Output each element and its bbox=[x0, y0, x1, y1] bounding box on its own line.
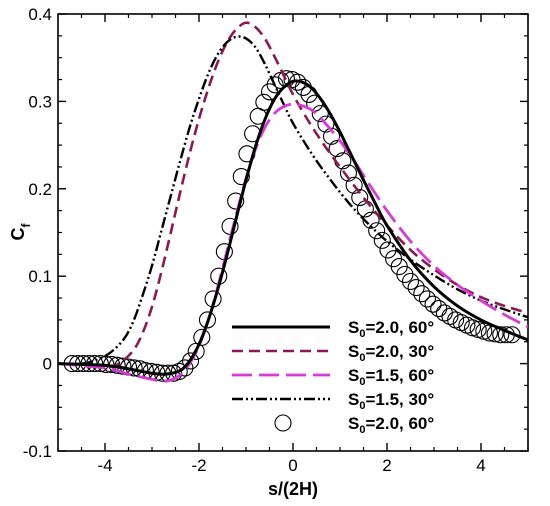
x-tick-label: 4 bbox=[476, 456, 485, 475]
legend-item: S0=1.5, 30° bbox=[232, 390, 434, 412]
data-point bbox=[266, 76, 284, 94]
x-tick-label: -2 bbox=[191, 456, 206, 475]
y-tick-label: 0.2 bbox=[28, 180, 52, 199]
series-line-solid bbox=[58, 79, 528, 376]
data-point bbox=[475, 322, 493, 340]
data-point bbox=[373, 231, 391, 249]
data-point bbox=[311, 105, 329, 123]
y-tick-label: 0.1 bbox=[28, 267, 52, 286]
data-point bbox=[198, 311, 217, 329]
legend-label: S0=2.0, 30° bbox=[348, 342, 434, 364]
y-axis-title: Cf bbox=[8, 223, 33, 241]
x-tick-label: 0 bbox=[288, 456, 297, 475]
legend-marker bbox=[274, 414, 292, 432]
legend-item: S0=1.5, 60° bbox=[232, 366, 434, 388]
data-point bbox=[396, 265, 414, 284]
legend-label: S0=1.5, 30° bbox=[348, 390, 434, 412]
data-point bbox=[424, 295, 442, 313]
legend: S0=2.0, 60°S0=2.0, 30°S0=1.5, 60°S0=1.5,… bbox=[232, 318, 434, 436]
data-point bbox=[176, 359, 194, 377]
data-point bbox=[413, 285, 431, 303]
data-point bbox=[441, 307, 459, 325]
data-point bbox=[351, 188, 369, 207]
series-circles bbox=[63, 70, 521, 382]
ticks: -4 -2 0 2 4 -0.1 0 0.1 0.2 0.3 0.4 bbox=[23, 5, 529, 475]
plot-frame bbox=[57, 13, 529, 452]
legend-item: S0=2.0, 30° bbox=[232, 342, 434, 364]
data-point bbox=[368, 222, 386, 240]
series-line-long-dash bbox=[58, 102, 528, 383]
legend-label: S0=1.5, 60° bbox=[348, 366, 434, 388]
series-line-short-dash bbox=[58, 21, 528, 369]
series-group bbox=[58, 21, 528, 383]
data-point bbox=[503, 326, 521, 344]
data-point bbox=[227, 192, 245, 210]
data-point bbox=[401, 272, 420, 290]
data-point bbox=[339, 164, 358, 182]
x-axis-title: s/(2H) bbox=[268, 479, 318, 499]
data-point bbox=[418, 290, 436, 308]
data-point bbox=[407, 279, 425, 297]
data-point bbox=[334, 152, 352, 170]
y-tick-label: 0.4 bbox=[28, 5, 52, 24]
data-point bbox=[170, 362, 188, 381]
legend-item: S0=2.0, 60° bbox=[274, 414, 434, 436]
data-point bbox=[260, 83, 279, 101]
data-point bbox=[492, 326, 510, 344]
y-tick-label: -0.1 bbox=[23, 442, 52, 461]
legend-label: S0=2.0, 60° bbox=[348, 414, 434, 436]
data-point bbox=[379, 241, 397, 259]
data-point bbox=[193, 328, 211, 346]
svg-text:Cf: Cf bbox=[8, 223, 33, 241]
data-point bbox=[232, 168, 250, 186]
axes bbox=[57, 13, 529, 452]
x-tick-label: 2 bbox=[382, 456, 391, 475]
data-point bbox=[345, 176, 363, 194]
series-line-dash-dot-dot bbox=[58, 35, 528, 366]
y-tick-label: 0 bbox=[43, 355, 52, 374]
data-point bbox=[362, 211, 380, 229]
legend-item: S0=2.0, 60° bbox=[232, 318, 434, 340]
data-point bbox=[317, 115, 335, 133]
data-point bbox=[300, 85, 318, 103]
y-tick-label: 0.3 bbox=[28, 92, 52, 111]
x-tick-label: -4 bbox=[97, 456, 112, 475]
legend-label: S0=2.0, 60° bbox=[348, 318, 434, 340]
data-point bbox=[181, 352, 200, 370]
data-point bbox=[435, 304, 453, 322]
y-axis-title-sub: f bbox=[19, 223, 33, 228]
data-point bbox=[469, 320, 487, 339]
y-axis-title-main: C bbox=[8, 228, 28, 241]
data-point bbox=[430, 299, 448, 318]
